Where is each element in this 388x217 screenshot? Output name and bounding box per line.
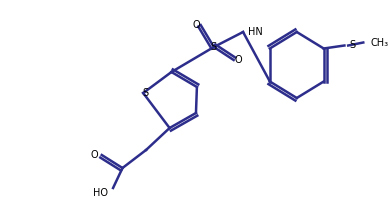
- Text: O: O: [90, 150, 98, 160]
- Text: HO: HO: [94, 188, 108, 198]
- Text: S: S: [349, 41, 355, 51]
- Text: HN: HN: [248, 27, 263, 37]
- Text: O: O: [192, 20, 200, 30]
- Text: S: S: [211, 42, 217, 52]
- Text: S: S: [142, 88, 148, 98]
- Text: CH₃: CH₃: [371, 38, 388, 48]
- Text: O: O: [235, 55, 242, 65]
